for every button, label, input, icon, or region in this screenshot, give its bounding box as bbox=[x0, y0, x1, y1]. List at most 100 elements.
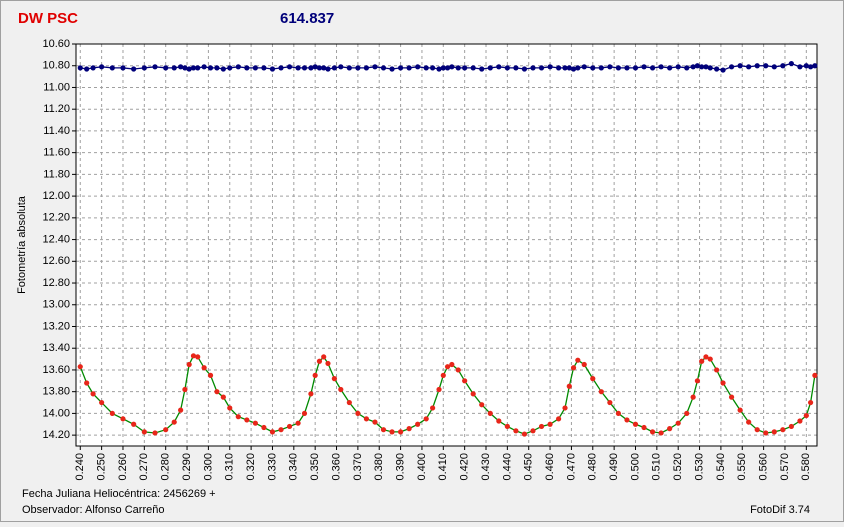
data-point bbox=[684, 65, 690, 71]
data-point bbox=[607, 64, 613, 70]
x-tick-label: 0.400 bbox=[416, 453, 428, 481]
data-point bbox=[178, 64, 184, 70]
x-tick-label: 0.440 bbox=[501, 453, 513, 481]
data-point bbox=[109, 65, 115, 71]
data-point bbox=[99, 64, 105, 70]
x-tick-label: 0.550 bbox=[736, 453, 748, 481]
x-tick-label: 0.330 bbox=[266, 453, 278, 481]
data-point bbox=[77, 65, 83, 71]
observer: Observador: Alfonso Carreño bbox=[22, 504, 164, 516]
x-tick-label: 0.300 bbox=[202, 453, 214, 481]
data-point bbox=[355, 65, 361, 71]
software: FotoDif 3.74 bbox=[750, 504, 810, 516]
data-point bbox=[301, 410, 308, 417]
x-tick-label: 0.280 bbox=[160, 453, 172, 481]
data-point bbox=[449, 361, 455, 368]
data-point bbox=[152, 430, 158, 436]
data-point bbox=[788, 423, 794, 430]
data-point bbox=[331, 65, 337, 71]
data-point bbox=[301, 65, 308, 71]
data-point bbox=[397, 429, 404, 435]
data-point bbox=[227, 405, 233, 411]
data-point bbox=[171, 419, 177, 425]
data-point bbox=[538, 423, 545, 430]
data-point bbox=[521, 66, 528, 72]
x-tick-label: 0.380 bbox=[373, 453, 385, 481]
data-point bbox=[462, 378, 468, 384]
data-point bbox=[120, 416, 126, 422]
y-tick-label: 13.20 bbox=[42, 320, 70, 332]
data-point bbox=[186, 361, 192, 368]
data-point bbox=[720, 380, 726, 386]
data-point bbox=[570, 365, 577, 371]
y-tick-label: 12.40 bbox=[42, 233, 70, 245]
data-point bbox=[397, 65, 404, 71]
x-tick-label: 0.310 bbox=[224, 453, 236, 481]
y-tick-label: 12.00 bbox=[42, 190, 70, 202]
data-point bbox=[308, 391, 314, 397]
data-point bbox=[581, 361, 587, 368]
data-point bbox=[77, 364, 83, 370]
data-point bbox=[220, 66, 226, 72]
data-point bbox=[363, 65, 370, 71]
data-point bbox=[470, 65, 476, 71]
chart-subtitle: 614.837 bbox=[280, 10, 334, 27]
data-point bbox=[714, 367, 720, 373]
y-tick-label: 11.00 bbox=[43, 81, 70, 93]
data-point bbox=[178, 407, 184, 413]
data-point bbox=[479, 66, 485, 72]
data-point bbox=[649, 429, 656, 435]
data-point bbox=[363, 416, 370, 422]
data-point bbox=[763, 430, 769, 436]
x-tick-label: 0.470 bbox=[565, 453, 577, 481]
data-point bbox=[728, 394, 735, 400]
data-point bbox=[436, 386, 442, 393]
data-point bbox=[389, 429, 395, 435]
data-point bbox=[190, 353, 197, 359]
data-point bbox=[487, 410, 493, 417]
y-tick-label: 12.60 bbox=[42, 255, 70, 267]
data-point bbox=[566, 383, 572, 389]
data-point bbox=[737, 407, 743, 413]
data-point bbox=[763, 63, 769, 69]
data-point bbox=[346, 399, 352, 406]
x-tick-label: 0.340 bbox=[288, 453, 300, 481]
data-point bbox=[707, 356, 713, 362]
data-point bbox=[269, 429, 276, 435]
y-tick-label: 11.60 bbox=[43, 147, 70, 159]
data-point bbox=[99, 399, 105, 406]
data-point bbox=[641, 424, 647, 431]
data-point bbox=[521, 431, 528, 437]
data-point bbox=[624, 417, 630, 423]
x-tick-label: 0.500 bbox=[629, 453, 641, 481]
data-point bbox=[575, 357, 581, 363]
x-tick-label: 0.250 bbox=[96, 453, 108, 481]
data-point bbox=[538, 65, 545, 71]
data-point bbox=[312, 64, 318, 70]
x-tick-label: 0.370 bbox=[352, 453, 364, 481]
data-point bbox=[312, 372, 318, 378]
data-point bbox=[598, 389, 604, 395]
data-point bbox=[141, 65, 147, 71]
data-point bbox=[807, 64, 814, 70]
data-point bbox=[462, 65, 468, 71]
data-point bbox=[780, 427, 786, 433]
data-point bbox=[372, 419, 378, 425]
data-point bbox=[380, 427, 387, 433]
data-point bbox=[455, 367, 461, 373]
data-point bbox=[675, 64, 681, 70]
data-point bbox=[141, 429, 147, 435]
data-point bbox=[308, 65, 314, 71]
data-point bbox=[201, 64, 207, 70]
data-point bbox=[84, 380, 90, 386]
data-point bbox=[321, 354, 327, 360]
data-point bbox=[556, 416, 562, 422]
data-point bbox=[566, 65, 572, 71]
data-point bbox=[252, 65, 258, 71]
data-point bbox=[380, 65, 387, 71]
data-point bbox=[252, 420, 258, 426]
data-point bbox=[227, 65, 233, 71]
x-tick-label: 0.490 bbox=[608, 453, 620, 481]
data-point bbox=[163, 65, 169, 71]
data-point bbox=[690, 64, 696, 70]
